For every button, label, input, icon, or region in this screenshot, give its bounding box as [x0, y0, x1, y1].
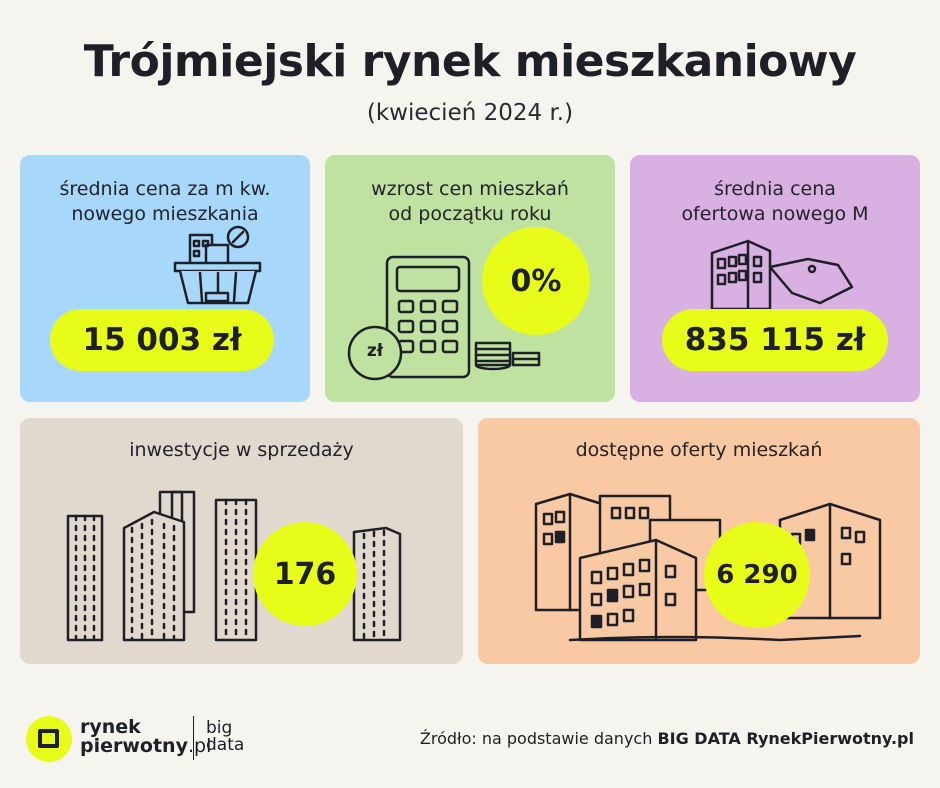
value-pill: 835 115 zł: [662, 309, 888, 371]
logo-line2: pierwotny: [80, 735, 188, 757]
source-note: Źródło: na podstawie danych BIG DATA Ryn…: [420, 729, 914, 748]
source-prefix: Źródło: na podstawie danych: [419, 729, 658, 748]
card-price-per-sqm: średnia cena za m kw. nowego mieszkania …: [20, 155, 310, 402]
card-label-line2: nowego mieszkania: [71, 203, 259, 225]
card-label-line1: średnia cena: [714, 178, 836, 200]
rynek-pierwotny-logo-icon[interactable]: [26, 716, 72, 762]
shopping-basket-icon: [173, 225, 262, 305]
building-price-tag-icon: [710, 239, 854, 311]
card-label: inwestycje w sprzedaży: [129, 439, 354, 461]
rynek-pierwotny-logo-text[interactable]: rynek pierwotny.pl: [80, 718, 211, 756]
value-circle: 0%: [482, 227, 590, 335]
logo-line1: rynek: [80, 716, 141, 738]
zloty-coin-label: zł: [366, 341, 384, 361]
footer-divider: [193, 716, 194, 760]
card-label: średnia cena ofertowa nowego M: [630, 177, 920, 227]
card-label-line2: ofertowa nowego M: [681, 203, 869, 225]
calculator-icon: [347, 255, 541, 381]
page-title: Trójmiejski rynek mieszkaniowy: [83, 36, 857, 87]
card-label-line1: wzrost cen mieszkań: [371, 178, 569, 200]
bigdata-line2: data: [206, 735, 245, 755]
bigdata-line1: big: [206, 718, 233, 738]
card-label: wzrost cen mieszkań od początku roku: [325, 177, 615, 227]
card-label-line1: średnia cena za m kw.: [59, 178, 271, 200]
source-bold: BIG DATA RynekPierwotny.pl: [657, 729, 914, 748]
card-price-growth: wzrost cen mieszkań od początku roku zł …: [325, 155, 615, 402]
card-label-line2: od początku roku: [388, 203, 552, 225]
card-investments: inwestycje w sprzedaży 176: [20, 418, 463, 664]
card-available-offers: dostępne oferty mieszkań: [478, 418, 920, 664]
card-label: dostępne oferty mieszkań: [575, 439, 823, 461]
value-circle: 176: [253, 522, 357, 626]
city-buildings-icon: [66, 490, 402, 642]
apartment-blocks-icon: [534, 492, 882, 642]
big-data-logo: big data: [206, 720, 244, 754]
value-pill: 15 003 zł: [50, 309, 274, 371]
card-label: średnia cena za m kw. nowego mieszkania: [20, 177, 310, 227]
page-subtitle: (kwiecień 2024 r.): [366, 100, 574, 126]
value-circle: 6 290: [704, 522, 810, 628]
card-average-price: średnia cena ofertowa nowego M 835 115 z…: [630, 155, 920, 402]
